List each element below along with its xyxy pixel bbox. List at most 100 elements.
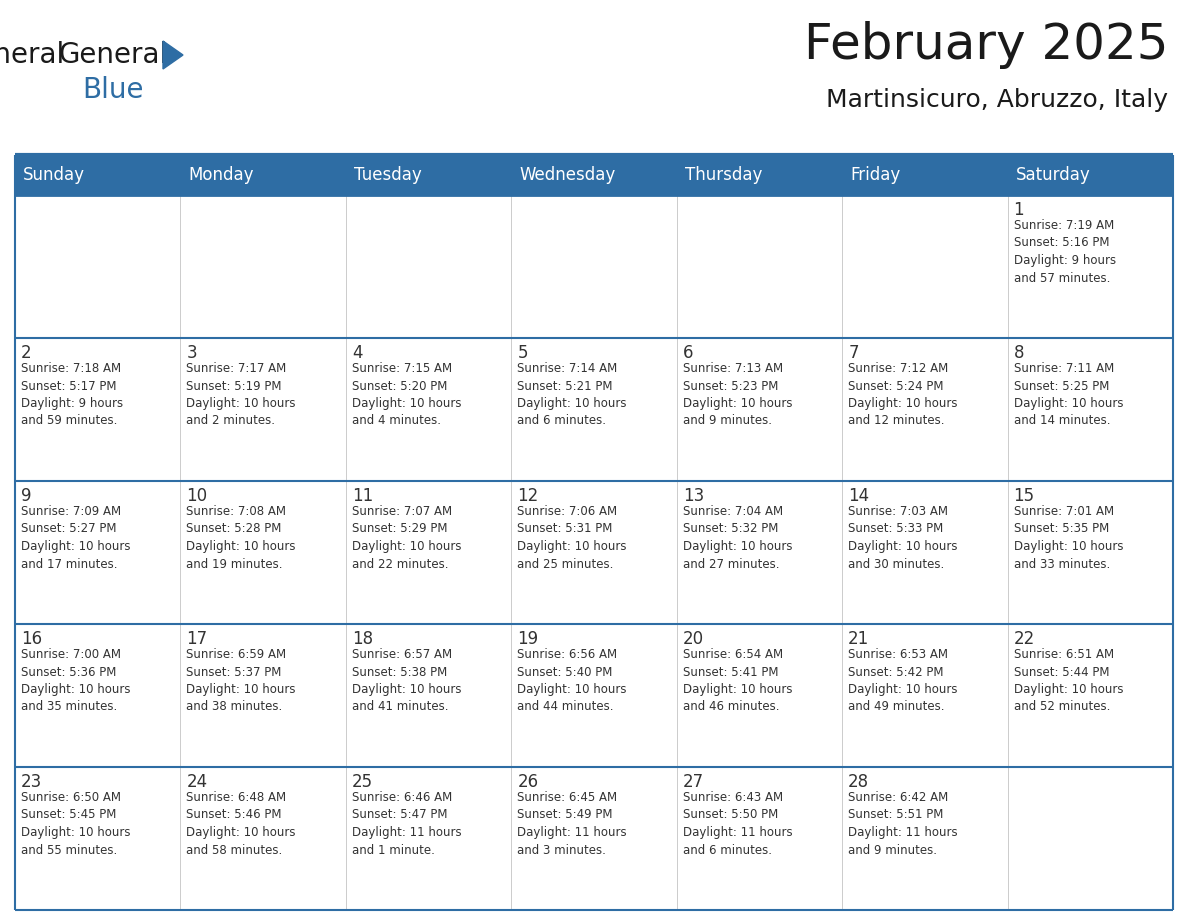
Text: 27: 27 <box>683 773 703 791</box>
Text: 15: 15 <box>1013 487 1035 505</box>
Text: Sunday: Sunday <box>23 166 86 184</box>
Text: Friday: Friday <box>851 166 901 184</box>
Text: 28: 28 <box>848 773 870 791</box>
Text: 3: 3 <box>187 344 197 362</box>
Text: Sunrise: 7:01 AM
Sunset: 5:35 PM
Daylight: 10 hours
and 33 minutes.: Sunrise: 7:01 AM Sunset: 5:35 PM Dayligh… <box>1013 505 1123 570</box>
Bar <box>15 155 1173 195</box>
Bar <box>15 481 181 624</box>
Text: Sunrise: 7:11 AM
Sunset: 5:25 PM
Daylight: 10 hours
and 14 minutes.: Sunrise: 7:11 AM Sunset: 5:25 PM Dayligh… <box>1013 362 1123 428</box>
Bar <box>1007 195 1173 338</box>
Bar <box>677 767 842 910</box>
Text: 11: 11 <box>352 487 373 505</box>
Bar <box>511 338 677 481</box>
Bar <box>677 481 842 624</box>
Text: 6: 6 <box>683 344 694 362</box>
Text: Sunrise: 6:57 AM
Sunset: 5:38 PM
Daylight: 10 hours
and 41 minutes.: Sunrise: 6:57 AM Sunset: 5:38 PM Dayligh… <box>352 648 461 713</box>
Polygon shape <box>163 41 183 69</box>
Text: Sunrise: 6:56 AM
Sunset: 5:40 PM
Daylight: 10 hours
and 44 minutes.: Sunrise: 6:56 AM Sunset: 5:40 PM Dayligh… <box>517 648 627 713</box>
Text: Sunrise: 7:06 AM
Sunset: 5:31 PM
Daylight: 10 hours
and 25 minutes.: Sunrise: 7:06 AM Sunset: 5:31 PM Dayligh… <box>517 505 627 570</box>
Text: Sunrise: 7:17 AM
Sunset: 5:19 PM
Daylight: 10 hours
and 2 minutes.: Sunrise: 7:17 AM Sunset: 5:19 PM Dayligh… <box>187 362 296 428</box>
Bar <box>181 338 346 481</box>
Text: Sunrise: 7:13 AM
Sunset: 5:23 PM
Daylight: 10 hours
and 9 minutes.: Sunrise: 7:13 AM Sunset: 5:23 PM Dayligh… <box>683 362 792 428</box>
Text: 16: 16 <box>21 630 42 648</box>
Text: Sunrise: 7:08 AM
Sunset: 5:28 PM
Daylight: 10 hours
and 19 minutes.: Sunrise: 7:08 AM Sunset: 5:28 PM Dayligh… <box>187 505 296 570</box>
Bar <box>677 195 842 338</box>
Text: Sunrise: 7:04 AM
Sunset: 5:32 PM
Daylight: 10 hours
and 27 minutes.: Sunrise: 7:04 AM Sunset: 5:32 PM Dayligh… <box>683 505 792 570</box>
Text: 7: 7 <box>848 344 859 362</box>
Text: General: General <box>58 41 168 69</box>
Bar <box>15 195 181 338</box>
Text: 22: 22 <box>1013 630 1035 648</box>
Bar <box>181 767 346 910</box>
Text: Sunrise: 6:48 AM
Sunset: 5:46 PM
Daylight: 10 hours
and 58 minutes.: Sunrise: 6:48 AM Sunset: 5:46 PM Dayligh… <box>187 791 296 856</box>
Bar <box>677 338 842 481</box>
Bar <box>1007 481 1173 624</box>
Text: 12: 12 <box>517 487 538 505</box>
Text: Sunrise: 7:19 AM
Sunset: 5:16 PM
Daylight: 9 hours
and 57 minutes.: Sunrise: 7:19 AM Sunset: 5:16 PM Dayligh… <box>1013 219 1116 285</box>
Text: Sunrise: 7:00 AM
Sunset: 5:36 PM
Daylight: 10 hours
and 35 minutes.: Sunrise: 7:00 AM Sunset: 5:36 PM Dayligh… <box>21 648 131 713</box>
Text: Sunrise: 7:07 AM
Sunset: 5:29 PM
Daylight: 10 hours
and 22 minutes.: Sunrise: 7:07 AM Sunset: 5:29 PM Dayligh… <box>352 505 461 570</box>
Text: 5: 5 <box>517 344 527 362</box>
Bar <box>842 624 1007 767</box>
Text: Sunrise: 6:50 AM
Sunset: 5:45 PM
Daylight: 10 hours
and 55 minutes.: Sunrise: 6:50 AM Sunset: 5:45 PM Dayligh… <box>21 791 131 856</box>
Bar <box>346 338 511 481</box>
Text: 24: 24 <box>187 773 208 791</box>
Bar <box>181 624 346 767</box>
Text: General: General <box>0 41 65 69</box>
Text: 9: 9 <box>21 487 32 505</box>
Text: 26: 26 <box>517 773 538 791</box>
Text: Tuesday: Tuesday <box>354 166 422 184</box>
Text: Monday: Monday <box>189 166 254 184</box>
Text: Thursday: Thursday <box>684 166 762 184</box>
Bar <box>842 195 1007 338</box>
Bar <box>511 624 677 767</box>
Bar <box>346 767 511 910</box>
Bar <box>511 195 677 338</box>
Text: Saturday: Saturday <box>1016 166 1091 184</box>
Bar <box>346 195 511 338</box>
Text: 13: 13 <box>683 487 704 505</box>
Text: 14: 14 <box>848 487 870 505</box>
Text: Sunrise: 7:18 AM
Sunset: 5:17 PM
Daylight: 9 hours
and 59 minutes.: Sunrise: 7:18 AM Sunset: 5:17 PM Dayligh… <box>21 362 124 428</box>
Text: Sunrise: 6:59 AM
Sunset: 5:37 PM
Daylight: 10 hours
and 38 minutes.: Sunrise: 6:59 AM Sunset: 5:37 PM Dayligh… <box>187 648 296 713</box>
Text: Sunrise: 6:45 AM
Sunset: 5:49 PM
Daylight: 11 hours
and 3 minutes.: Sunrise: 6:45 AM Sunset: 5:49 PM Dayligh… <box>517 791 627 856</box>
Text: 4: 4 <box>352 344 362 362</box>
Text: Sunrise: 6:51 AM
Sunset: 5:44 PM
Daylight: 10 hours
and 52 minutes.: Sunrise: 6:51 AM Sunset: 5:44 PM Dayligh… <box>1013 648 1123 713</box>
Text: Blue: Blue <box>82 76 144 104</box>
Bar <box>181 195 346 338</box>
Text: Sunrise: 7:15 AM
Sunset: 5:20 PM
Daylight: 10 hours
and 4 minutes.: Sunrise: 7:15 AM Sunset: 5:20 PM Dayligh… <box>352 362 461 428</box>
Text: 8: 8 <box>1013 344 1024 362</box>
Text: 18: 18 <box>352 630 373 648</box>
Bar <box>346 481 511 624</box>
Bar <box>15 338 181 481</box>
Bar <box>511 481 677 624</box>
Bar <box>1007 338 1173 481</box>
Text: 21: 21 <box>848 630 870 648</box>
Bar <box>677 624 842 767</box>
Text: Martinsicuro, Abruzzo, Italy: Martinsicuro, Abruzzo, Italy <box>826 88 1168 112</box>
Text: 23: 23 <box>21 773 43 791</box>
Text: Sunrise: 6:54 AM
Sunset: 5:41 PM
Daylight: 10 hours
and 46 minutes.: Sunrise: 6:54 AM Sunset: 5:41 PM Dayligh… <box>683 648 792 713</box>
Text: Wednesday: Wednesday <box>519 166 615 184</box>
Bar <box>1007 624 1173 767</box>
Bar <box>15 767 181 910</box>
Text: 20: 20 <box>683 630 703 648</box>
Text: Sunrise: 7:14 AM
Sunset: 5:21 PM
Daylight: 10 hours
and 6 minutes.: Sunrise: 7:14 AM Sunset: 5:21 PM Dayligh… <box>517 362 627 428</box>
Bar <box>511 767 677 910</box>
Bar <box>842 338 1007 481</box>
Bar <box>1007 767 1173 910</box>
Bar <box>15 624 181 767</box>
Text: Sunrise: 6:53 AM
Sunset: 5:42 PM
Daylight: 10 hours
and 49 minutes.: Sunrise: 6:53 AM Sunset: 5:42 PM Dayligh… <box>848 648 958 713</box>
Text: Sunrise: 6:46 AM
Sunset: 5:47 PM
Daylight: 11 hours
and 1 minute.: Sunrise: 6:46 AM Sunset: 5:47 PM Dayligh… <box>352 791 461 856</box>
Bar <box>842 767 1007 910</box>
Text: Sunrise: 7:03 AM
Sunset: 5:33 PM
Daylight: 10 hours
and 30 minutes.: Sunrise: 7:03 AM Sunset: 5:33 PM Dayligh… <box>848 505 958 570</box>
Bar <box>346 624 511 767</box>
Text: Sunrise: 7:09 AM
Sunset: 5:27 PM
Daylight: 10 hours
and 17 minutes.: Sunrise: 7:09 AM Sunset: 5:27 PM Dayligh… <box>21 505 131 570</box>
Bar <box>842 481 1007 624</box>
Bar <box>181 481 346 624</box>
Text: February 2025: February 2025 <box>803 21 1168 69</box>
Text: 25: 25 <box>352 773 373 791</box>
Text: 10: 10 <box>187 487 208 505</box>
Text: 1: 1 <box>1013 201 1024 219</box>
Text: 19: 19 <box>517 630 538 648</box>
